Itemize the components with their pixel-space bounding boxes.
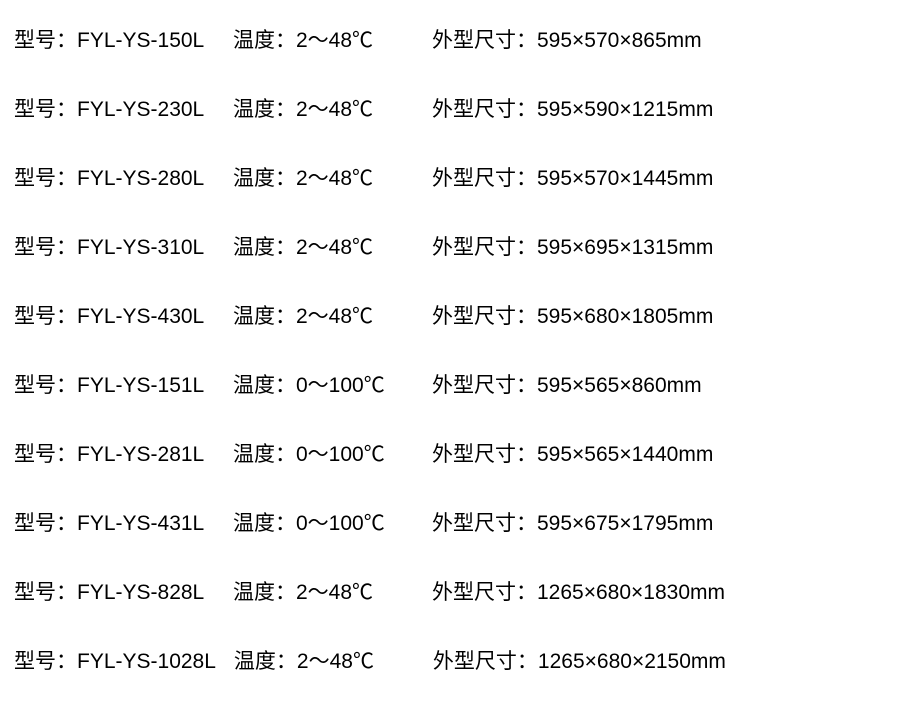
dimensions-value: 595×565×860mm [537,375,702,396]
model-value: FYL-YS-310L [77,237,215,258]
dimensions-value: 1265×680×2150mm [538,651,726,672]
temperature-label: 温度： [233,30,296,51]
dimensions-value: 595×565×1440mm [537,444,713,465]
spec-row: 型号：FYL-YS-230L 温度：2～48℃ 外型尺寸：595×590×1215m… [14,99,886,120]
temperature-label: 温度： [233,168,296,189]
spec-row: 型号：FYL-YS-828L 温度：2～48℃ 外型尺寸：1265×680×1830… [14,582,886,603]
temperature-value: 2～48℃ [296,99,414,120]
dimensions-label: 外型尺寸： [432,513,537,534]
model-value: FYL-YS-1028L [77,651,216,672]
temperature-label: 温度： [233,444,296,465]
model-value: FYL-YS-151L [77,375,215,396]
dimensions-label: 外型尺寸： [432,30,537,51]
spec-row: 型号：FYL-YS-281L 温度：0～100℃ 外型尺寸：595×565×1440… [14,444,886,465]
dimensions-label: 外型尺寸： [432,306,537,327]
temperature-label: 温度： [233,513,296,534]
model-label: 型号： [14,651,77,672]
model-value: FYL-YS-430L [77,306,215,327]
spec-row: 型号：FYL-YS-431L 温度：0～100℃ 外型尺寸：595×675×1795… [14,513,886,534]
dimensions-label: 外型尺寸： [432,237,537,258]
dimensions-label: 外型尺寸： [432,99,537,120]
temperature-value: 2～48℃ [296,168,414,189]
dimensions-label: 外型尺寸： [432,375,537,396]
temperature-value: 2～48℃ [296,30,414,51]
temperature-value: 2～48℃ [296,306,414,327]
dimensions-value: 595×695×1315mm [537,237,713,258]
model-value: FYL-YS-150L [77,30,215,51]
model-label: 型号： [14,306,77,327]
spec-row: 型号：FYL-YS-430L 温度：2～48℃ 外型尺寸：595×680×1805m… [14,306,886,327]
temperature-label: 温度： [233,237,296,258]
spec-row: 型号：FYL-YS-150L 温度：2～48℃ 外型尺寸：595×570×865mm [14,30,886,51]
dimensions-value: 595×680×1805mm [537,306,713,327]
model-label: 型号： [14,582,77,603]
dimensions-value: 1265×680×1830mm [537,582,725,603]
temperature-label: 温度： [234,651,297,672]
dimensions-value: 595×675×1795mm [537,513,713,534]
temperature-value: 2～48℃ [297,651,415,672]
model-label: 型号： [14,168,77,189]
temperature-label: 温度： [233,582,296,603]
dimensions-value: 595×590×1215mm [537,99,713,120]
model-value: FYL-YS-280L [77,168,215,189]
temperature-label: 温度： [233,375,296,396]
model-label: 型号： [14,513,77,534]
dimensions-label: 外型尺寸： [432,168,537,189]
spec-row: 型号：FYL-YS-151L 温度：0～100℃ 外型尺寸：595×565×860m… [14,375,886,396]
model-value: FYL-YS-281L [77,444,215,465]
model-label: 型号： [14,99,77,120]
model-label: 型号： [14,375,77,396]
model-label: 型号： [14,444,77,465]
spec-list: 型号：FYL-YS-150L温度：2～48℃外型尺寸：595×570×865mm… [0,0,900,672]
spec-row: 型号：FYL-YS-1028L 温度：2～48℃ 外型尺寸：1265×680×215… [14,651,886,672]
model-value: FYL-YS-828L [77,582,215,603]
temperature-value: 0～100℃ [296,513,414,534]
dimensions-value: 595×570×865mm [537,30,702,51]
dimensions-label: 外型尺寸： [432,582,537,603]
dimensions-label: 外型尺寸： [432,444,537,465]
temperature-value: 0～100℃ [296,444,414,465]
temperature-label: 温度： [233,306,296,327]
dimensions-value: 595×570×1445mm [537,168,713,189]
temperature-value: 2～48℃ [296,582,414,603]
spec-row: 型号：FYL-YS-280L 温度：2～48℃ 外型尺寸：595×570×1445m… [14,168,886,189]
temperature-value: 0～100℃ [296,375,414,396]
dimensions-label: 外型尺寸： [433,651,538,672]
temperature-label: 温度： [233,99,296,120]
model-value: FYL-YS-431L [77,513,215,534]
temperature-value: 2～48℃ [296,237,414,258]
model-label: 型号： [14,30,77,51]
model-value: FYL-YS-230L [77,99,215,120]
model-label: 型号： [14,237,77,258]
spec-row: 型号：FYL-YS-310L 温度：2～48℃ 外型尺寸：595×695×1315m… [14,237,886,258]
